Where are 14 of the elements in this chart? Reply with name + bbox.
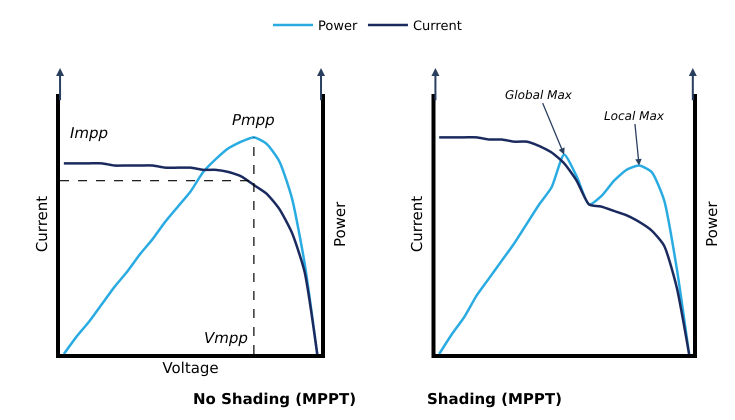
- text: Local Max: [604, 109, 665, 123]
- y-axis-title: Current: [32, 196, 51, 252]
- y-axis-title: Current: [408, 196, 426, 252]
- legend-label: Power: [318, 19, 358, 34]
- y2-axis-title: Power: [331, 200, 350, 248]
- y2-axis-title: Power: [702, 200, 721, 247]
- text: Global Max: [505, 88, 573, 102]
- ref-line-label: Impp: [70, 124, 108, 142]
- annotation: Vmpp: [204, 329, 248, 347]
- legend-label: Current: [412, 19, 462, 34]
- x-axis-title: Voltage: [162, 358, 219, 377]
- text: Pmpp: [232, 111, 275, 129]
- text: No Shading (MPPT): [193, 390, 356, 408]
- text: Shading (MPPT): [427, 390, 562, 408]
